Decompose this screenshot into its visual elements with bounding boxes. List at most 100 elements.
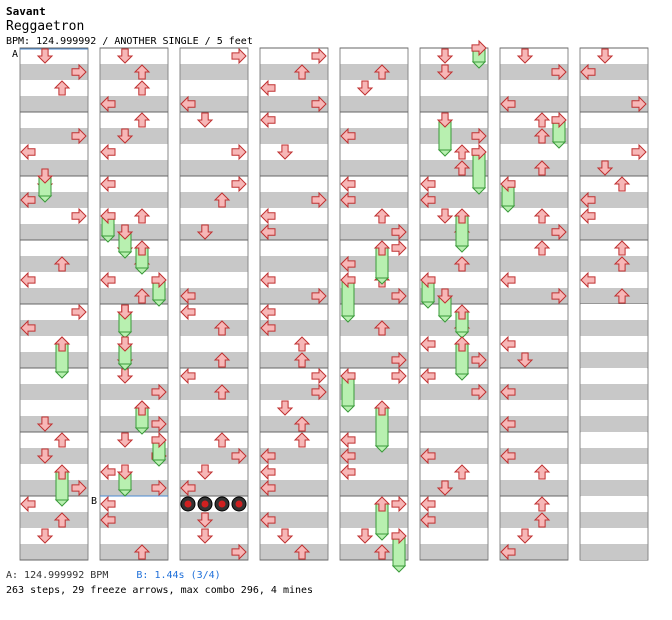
measure-stripe xyxy=(580,384,648,400)
measure-stripe xyxy=(100,544,168,560)
up-arrow xyxy=(453,304,471,320)
down-arrow xyxy=(116,128,134,144)
left-arrow xyxy=(100,143,116,161)
measure-stripe xyxy=(100,384,168,400)
measure-stripe xyxy=(340,160,408,176)
up-arrow xyxy=(533,208,551,224)
measure-stripe xyxy=(20,544,88,560)
left-arrow xyxy=(20,271,36,289)
right-arrow xyxy=(391,239,407,257)
measure-stripe xyxy=(100,512,168,528)
right-arrow xyxy=(71,303,87,321)
up-arrow xyxy=(133,240,151,256)
right-arrow xyxy=(71,127,87,145)
measure-stripe xyxy=(100,448,168,464)
measure-stripe xyxy=(420,192,488,208)
down-arrow xyxy=(196,464,214,480)
left-arrow xyxy=(100,511,116,529)
right-arrow xyxy=(151,383,167,401)
left-arrow xyxy=(260,319,276,337)
right-arrow xyxy=(151,415,167,433)
measure-stripe xyxy=(260,96,328,112)
up-arrow xyxy=(293,544,311,560)
up-arrow xyxy=(533,240,551,256)
down-arrow xyxy=(436,48,454,64)
up-arrow xyxy=(293,352,311,368)
down-arrow xyxy=(276,144,294,160)
measure-stripe xyxy=(180,384,248,400)
left-arrow xyxy=(420,511,436,529)
measure-stripe xyxy=(420,384,488,400)
measure-stripe xyxy=(260,512,328,528)
measure-stripe xyxy=(580,256,648,272)
up-arrow xyxy=(533,496,551,512)
down-arrow xyxy=(516,528,534,544)
down-arrow xyxy=(36,168,54,184)
measure-stripe xyxy=(20,128,88,144)
left-arrow xyxy=(340,191,356,209)
measure-stripe xyxy=(340,320,408,336)
bpm-a-label: A: 124.999992 BPM xyxy=(6,570,109,581)
left-arrow xyxy=(100,495,116,513)
right-arrow xyxy=(231,175,247,193)
right-arrow xyxy=(311,191,327,209)
up-arrow xyxy=(373,400,391,416)
up-arrow xyxy=(213,320,231,336)
measure-stripe xyxy=(260,384,328,400)
freeze-tail xyxy=(37,195,53,203)
up-arrow xyxy=(293,336,311,352)
down-arrow xyxy=(116,432,134,448)
left-arrow xyxy=(420,335,436,353)
measure-stripe xyxy=(500,352,568,368)
measure-stripe xyxy=(500,128,568,144)
freeze-tail xyxy=(374,277,390,285)
up-arrow xyxy=(533,160,551,176)
up-arrow xyxy=(53,256,71,272)
left-arrow xyxy=(100,95,116,113)
measure-stripe xyxy=(20,416,88,432)
measure-stripe xyxy=(500,512,568,528)
measure-stripe xyxy=(500,544,568,560)
measure-stripe xyxy=(20,256,88,272)
up-arrow xyxy=(213,352,231,368)
freeze-tail xyxy=(437,315,453,323)
left-arrow xyxy=(500,415,516,433)
measure-stripe xyxy=(580,192,648,208)
up-arrow xyxy=(133,80,151,96)
left-arrow xyxy=(260,79,276,97)
down-arrow xyxy=(356,528,374,544)
left-arrow xyxy=(500,447,516,465)
measure-stripe xyxy=(20,64,88,80)
down-arrow xyxy=(36,448,54,464)
chart-info: BPM: 124.999992 / ANOTHER SINGLE / 5 fee… xyxy=(6,36,253,47)
right-arrow xyxy=(551,287,567,305)
measure-stripe xyxy=(580,480,648,496)
left-arrow xyxy=(260,207,276,225)
up-arrow xyxy=(373,208,391,224)
freeze-tail xyxy=(117,363,133,371)
right-arrow xyxy=(391,223,407,241)
up-arrow xyxy=(53,464,71,480)
down-arrow xyxy=(116,304,134,320)
measure-stripe xyxy=(20,352,88,368)
left-arrow xyxy=(580,63,596,81)
right-arrow xyxy=(311,95,327,113)
measure-stripe xyxy=(580,288,648,304)
left-arrow xyxy=(260,463,276,481)
measure-stripe xyxy=(20,512,88,528)
up-arrow xyxy=(293,432,311,448)
down-arrow xyxy=(196,112,214,128)
freeze-tail xyxy=(151,299,167,307)
freeze-tail xyxy=(117,331,133,339)
right-arrow xyxy=(471,143,487,161)
measure-stripe xyxy=(180,416,248,432)
left-arrow xyxy=(180,95,196,113)
left-arrow xyxy=(340,271,356,289)
right-arrow xyxy=(71,479,87,497)
measure-stripe xyxy=(180,192,248,208)
up-arrow xyxy=(613,288,631,304)
measure-stripe xyxy=(580,352,648,368)
measure-stripe xyxy=(20,384,88,400)
measure-stripe xyxy=(580,64,648,80)
measure-stripe xyxy=(340,64,408,80)
